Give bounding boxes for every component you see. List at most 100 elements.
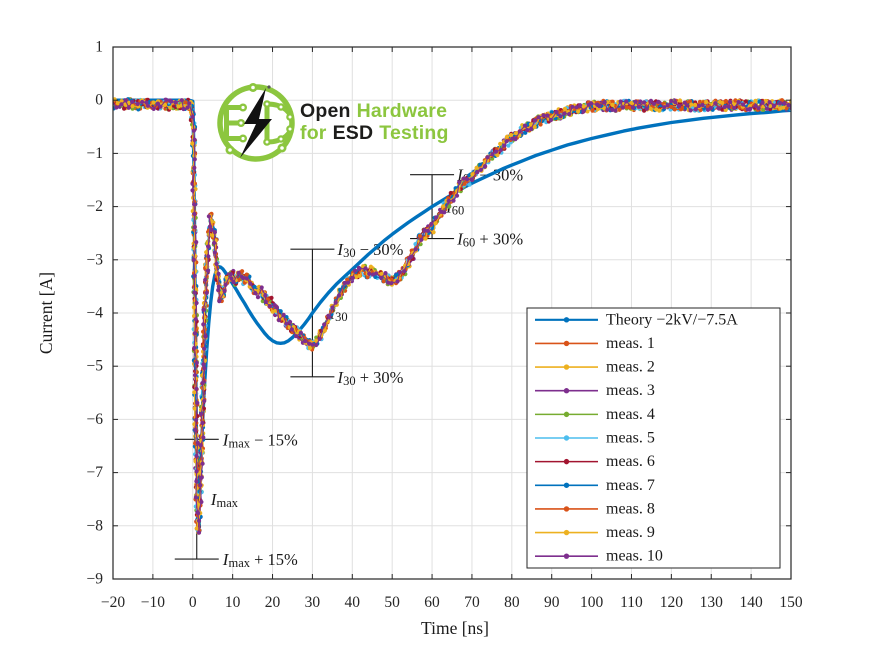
- legend-label: meas. 2: [606, 359, 655, 376]
- x-axis-label: Time [ns]: [421, 618, 489, 638]
- series-marker: [350, 275, 355, 280]
- series-marker: [517, 129, 523, 134]
- series-marker: [726, 104, 731, 109]
- logo-text-line1: Open Hardware: [300, 100, 447, 122]
- series-marker: [648, 99, 653, 104]
- series-marker: [263, 293, 268, 298]
- series-marker: [684, 103, 689, 108]
- series-marker: [624, 99, 629, 104]
- series-marker: [236, 277, 241, 282]
- series-marker: [417, 233, 422, 239]
- series-marker: [192, 157, 197, 162]
- series-marker: [648, 106, 653, 111]
- series-marker: [223, 282, 228, 287]
- series-marker: [425, 228, 430, 233]
- series-marker: [310, 342, 315, 347]
- series-marker: [636, 104, 641, 109]
- legend-label: meas. 7: [606, 477, 655, 494]
- x-tick-label: 130: [700, 594, 724, 611]
- legend-entry-meas-10: meas. 10: [535, 548, 663, 565]
- series-marker: [354, 275, 359, 280]
- series-marker: [423, 236, 428, 241]
- series-marker: [194, 453, 199, 459]
- series-marker: [192, 345, 197, 351]
- series-marker: [194, 360, 199, 365]
- series-marker: [743, 99, 749, 104]
- series-marker: [191, 305, 196, 310]
- series-marker: [194, 240, 199, 245]
- series-marker: [529, 126, 534, 132]
- series-marker: [782, 101, 787, 106]
- series-marker: [638, 99, 643, 104]
- series-marker: [122, 106, 127, 111]
- series-marker: [386, 280, 391, 285]
- series-marker: [379, 275, 384, 280]
- series-marker: [761, 107, 766, 112]
- series-marker: [168, 105, 173, 110]
- series-marker: [495, 153, 500, 158]
- legend-marker-sample: [563, 364, 570, 370]
- series-marker: [130, 104, 135, 109]
- series-marker: [191, 257, 196, 262]
- y-axis-label: Current [A]: [36, 272, 56, 354]
- legend-marker-sample: [563, 411, 570, 418]
- legend-label: meas. 4: [606, 406, 655, 423]
- series-marker: [693, 107, 698, 112]
- series-marker: [760, 100, 765, 105]
- series-marker: [581, 109, 586, 114]
- series-marker: [454, 193, 460, 198]
- series-marker: [657, 108, 662, 113]
- series-marker: [162, 102, 167, 107]
- series-marker: [389, 281, 394, 286]
- x-tick-label: 20: [265, 594, 281, 611]
- series-marker: [485, 155, 490, 160]
- plot-frame: [112, 46, 792, 580]
- series-marker: [278, 309, 283, 314]
- series-marker: [574, 105, 579, 110]
- series-marker: [451, 198, 456, 203]
- series-marker: [307, 346, 312, 351]
- series-marker: [173, 100, 178, 105]
- series-marker: [620, 105, 626, 110]
- y-tick-label: 1: [95, 39, 103, 56]
- series-marker: [228, 272, 233, 277]
- series-marker: [201, 435, 206, 440]
- series-marker: [222, 288, 227, 294]
- series-marker: [302, 339, 308, 344]
- series-marker: [545, 113, 550, 118]
- annotation-label: I30 − 30%: [336, 240, 403, 261]
- x-tick-label: 50: [384, 594, 400, 611]
- series-marker: [605, 107, 610, 112]
- series-marker: [192, 224, 197, 230]
- series-marker: [263, 299, 268, 305]
- series-marker: [581, 104, 586, 109]
- x-tick-label: 10: [225, 594, 241, 611]
- series-marker: [513, 137, 518, 142]
- series-marker: [413, 247, 418, 252]
- series-marker: [202, 398, 207, 404]
- series-marker: [669, 104, 674, 110]
- series-marker: [528, 122, 534, 127]
- series-marker: [470, 172, 475, 177]
- series-marker: [478, 167, 483, 172]
- series-marker: [522, 123, 528, 128]
- series-marker: [337, 293, 342, 298]
- series-marker: [192, 313, 197, 319]
- x-tick-label: 40: [345, 594, 361, 611]
- series-marker: [461, 176, 466, 181]
- series-marker: [656, 99, 661, 104]
- legend-marker-sample: [563, 482, 570, 488]
- series-marker: [431, 230, 436, 235]
- legend-marker-sample: [563, 388, 570, 394]
- series-marker: [158, 104, 163, 109]
- legend-entry-meas-1: meas. 1: [535, 335, 655, 352]
- series-marker: [379, 271, 384, 276]
- series-meas-10: [113, 97, 791, 535]
- series-marker: [317, 336, 322, 341]
- x-tick-label: 120: [660, 594, 684, 611]
- series-marker: [446, 198, 451, 203]
- series-marker: [374, 271, 379, 276]
- series-marker: [267, 304, 272, 309]
- logo-text-line2: for ESD Testing: [300, 122, 449, 144]
- series-marker: [192, 211, 197, 216]
